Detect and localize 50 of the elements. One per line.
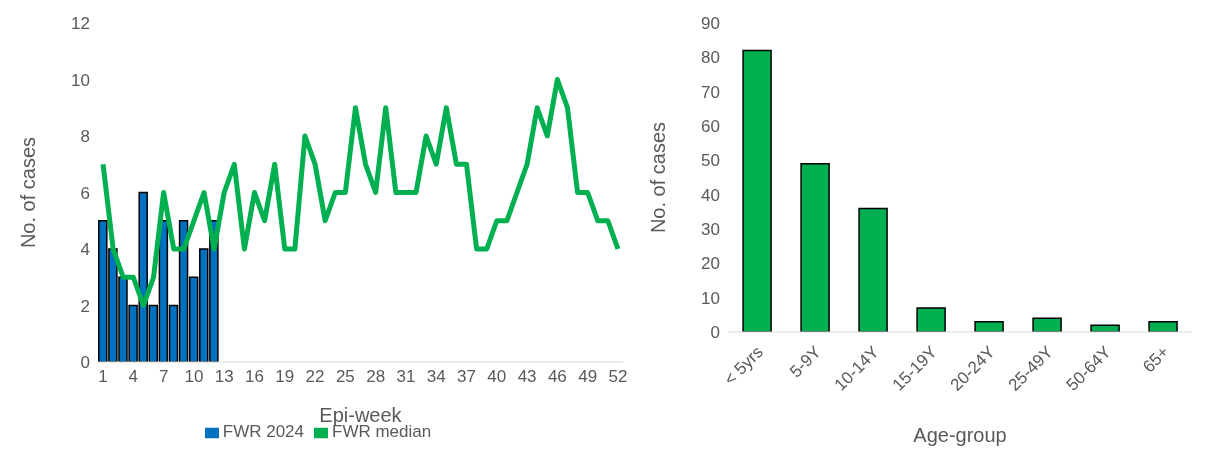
y-tick-label: 4 [80,240,90,260]
y-tick-label: 8 [80,127,90,147]
y-tick-label: 20 [701,254,720,274]
y-tick-label: 30 [701,220,720,240]
bar [974,320,1004,332]
bar [1032,317,1062,332]
x-tick-label: 22 [305,367,325,387]
y-tick-label: 50 [701,151,720,171]
y-axis-title: No. of cases [17,136,40,249]
y-axis-title: No. of cases [647,121,670,234]
bar [916,307,946,332]
y-tick-label: 10 [701,288,720,308]
y-tick-label: 0 [710,323,720,343]
y-tick-label: 2 [80,296,90,316]
x-tick-label: 37 [457,367,476,387]
bar [858,207,888,332]
x-tick-label: 7 [158,367,169,387]
y-tick-label: 10 [71,70,90,90]
x-tick-label: 49 [578,367,598,387]
x-tick-label: 40 [487,367,507,387]
legend-label: FWR 2024 [222,422,305,441]
x-tick-label: < 5yrs [720,342,767,389]
x-tick-label: 19 [275,367,295,387]
bar [800,163,830,332]
x-tick-label: 34 [426,367,446,387]
x-tick-label: 4 [128,367,139,387]
x-tick-label: 1 [98,367,108,387]
x-axis-title: Epi-week [319,404,403,426]
x-tick-label: 16 [245,367,264,387]
x-tick-label: 46 [547,367,567,387]
y-tick-label: 6 [80,183,90,203]
x-axis-title: Age-group [913,424,1007,446]
y-tick-label: 90 [701,14,720,34]
y-tick-label: 80 [701,48,720,68]
y-tick-label: 0 [80,353,90,373]
y-tick-label: 60 [701,117,720,137]
x-tick-label: 43 [517,367,537,387]
x-tick-label: 10 [184,367,204,387]
y-tick-label: 70 [701,82,720,102]
x-tick-label: 13 [214,367,234,387]
y-tick-label: 40 [701,185,720,205]
bar [1148,320,1178,332]
y-tick-label: 12 [71,14,90,34]
x-tick-label: 65+ [1139,342,1173,377]
x-tick-label: 25 [335,367,355,387]
x-tick-label: 28 [366,367,386,387]
bar [742,49,772,332]
x-tick-label: 31 [396,367,416,387]
bar [1090,324,1120,332]
x-tick-label: 52 [608,367,628,387]
